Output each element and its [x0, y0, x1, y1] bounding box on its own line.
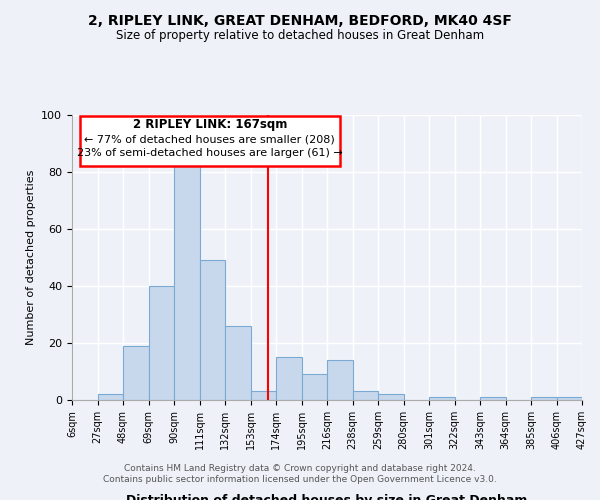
Bar — [531, 397, 557, 400]
Bar — [302, 374, 327, 400]
Text: Size of property relative to detached houses in Great Denham: Size of property relative to detached ho… — [116, 29, 484, 42]
Text: Contains HM Land Registry data © Crown copyright and database right 2024.: Contains HM Land Registry data © Crown c… — [124, 464, 476, 473]
Bar — [251, 392, 276, 400]
Bar — [429, 397, 455, 400]
Text: 2 RIPLEY LINK: 167sqm: 2 RIPLEY LINK: 167sqm — [133, 118, 287, 132]
Text: ← 77% of detached houses are smaller (208): ← 77% of detached houses are smaller (20… — [85, 134, 335, 144]
Bar — [327, 360, 353, 400]
Text: 2, RIPLEY LINK, GREAT DENHAM, BEDFORD, MK40 4SF: 2, RIPLEY LINK, GREAT DENHAM, BEDFORD, M… — [88, 14, 512, 28]
X-axis label: Distribution of detached houses by size in Great Denham: Distribution of detached houses by size … — [127, 494, 527, 500]
Text: 23% of semi-detached houses are larger (61) →: 23% of semi-detached houses are larger (… — [77, 148, 343, 158]
Bar — [199, 260, 225, 400]
Bar — [557, 397, 582, 400]
Bar — [353, 392, 378, 400]
Text: Contains public sector information licensed under the Open Government Licence v3: Contains public sector information licen… — [103, 475, 497, 484]
Bar — [149, 286, 174, 400]
Bar — [123, 346, 149, 400]
Y-axis label: Number of detached properties: Number of detached properties — [26, 170, 36, 345]
Bar — [378, 394, 404, 400]
FancyBboxPatch shape — [80, 116, 340, 166]
Bar — [97, 394, 123, 400]
Bar — [480, 397, 505, 400]
Bar — [174, 160, 199, 400]
Bar — [225, 326, 251, 400]
Bar — [276, 357, 302, 400]
